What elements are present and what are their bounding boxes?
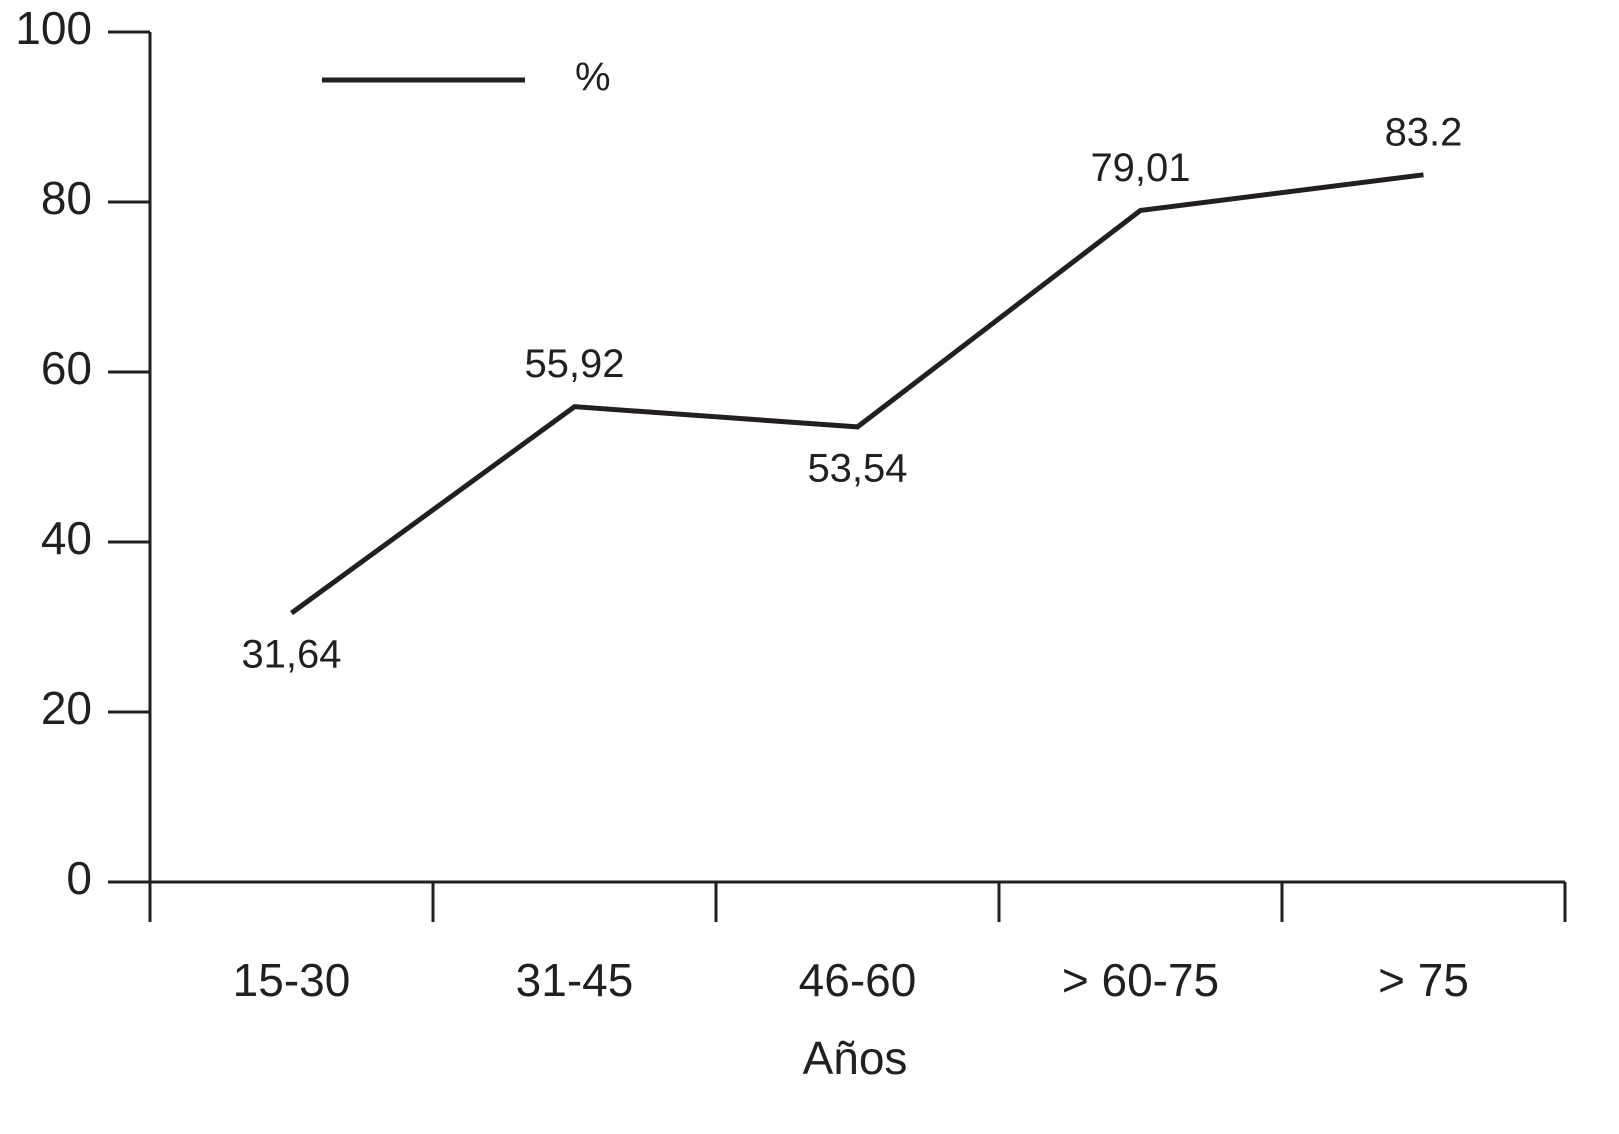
x-tick-label: > 75: [1378, 954, 1469, 1006]
data-label: 79,01: [1090, 146, 1190, 190]
y-tick-label: 60: [41, 342, 92, 394]
y-tick-label: 0: [66, 852, 92, 904]
x-tick-label: 31-45: [516, 954, 634, 1006]
data-label: 55,92: [524, 342, 624, 386]
x-tick-label: 46-60: [799, 954, 917, 1006]
data-line: [290, 172, 1424, 616]
data-label: 83.2: [1385, 110, 1463, 154]
x-tick-label: > 60-75: [1062, 954, 1219, 1006]
y-tick-label: 20: [41, 682, 92, 734]
y-tick-label: 100: [15, 2, 92, 54]
y-tick-label: 80: [41, 172, 92, 224]
legend-label: %: [575, 56, 611, 100]
data-label: 53,54: [807, 446, 907, 490]
y-tick-label: 40: [41, 512, 92, 564]
x-tick-label: 15-30: [233, 954, 351, 1006]
x-axis-label: Años: [803, 1032, 908, 1084]
data-label: 31,64: [241, 633, 341, 677]
